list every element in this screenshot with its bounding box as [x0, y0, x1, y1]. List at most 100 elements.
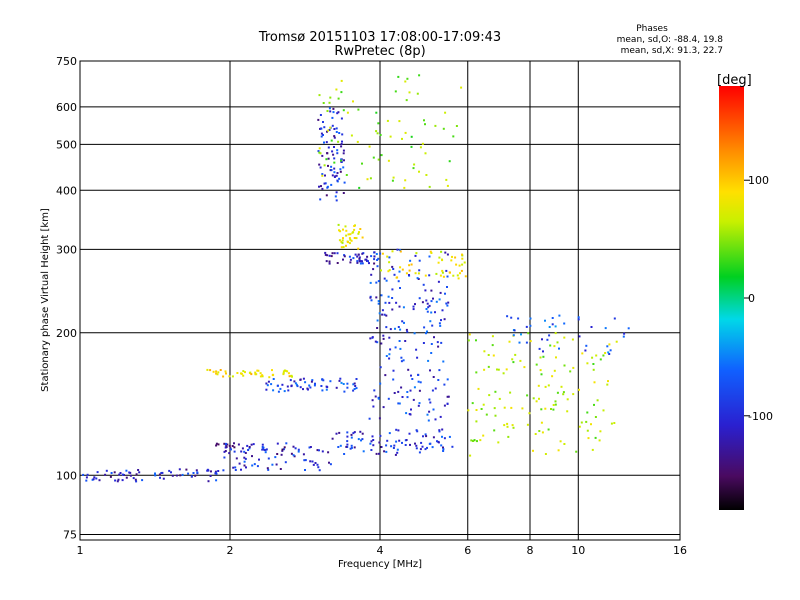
colorbar-ticks: 100 0 -100 — [744, 174, 773, 423]
data-point — [429, 401, 432, 404]
data-point — [445, 269, 448, 272]
data-point — [558, 347, 560, 350]
data-point — [338, 229, 340, 232]
data-point — [342, 166, 345, 169]
data-point — [154, 472, 156, 475]
data-point — [257, 369, 260, 372]
data-point — [338, 132, 341, 134]
data-point — [424, 274, 427, 277]
data-point — [369, 442, 372, 445]
data-point — [426, 330, 428, 333]
data-point — [510, 406, 513, 409]
data-point — [556, 341, 559, 344]
data-point — [373, 251, 376, 254]
data-point — [376, 319, 379, 322]
data-point — [343, 390, 346, 393]
data-point — [417, 272, 420, 275]
data-point — [266, 384, 269, 387]
data-point — [608, 343, 611, 346]
colorbar-unit-label: [deg] — [717, 73, 752, 88]
data-point — [375, 281, 378, 284]
data-point — [233, 442, 235, 445]
data-point — [224, 446, 227, 449]
data-point — [333, 128, 336, 130]
data-point — [572, 393, 575, 396]
data-point — [337, 223, 340, 226]
data-point — [327, 451, 330, 454]
data-point — [256, 369, 259, 372]
data-point — [399, 287, 401, 289]
data-point — [228, 375, 231, 378]
data-point — [356, 255, 359, 258]
data-point — [261, 375, 264, 378]
data-point — [321, 450, 324, 453]
data-point — [391, 308, 394, 311]
data-point — [358, 231, 360, 234]
data-point — [330, 169, 333, 172]
data-point — [463, 261, 466, 264]
data-point — [521, 407, 524, 410]
data-point — [526, 423, 529, 426]
data-point — [430, 311, 433, 314]
data-point — [410, 135, 413, 138]
data-point — [388, 336, 391, 339]
data-point — [343, 181, 346, 184]
data-point — [506, 315, 509, 318]
data-point — [408, 432, 411, 435]
data-point — [171, 474, 174, 477]
data-point — [562, 393, 565, 396]
data-point — [353, 388, 356, 390]
data-point — [138, 471, 141, 474]
data-point — [355, 387, 358, 390]
data-point — [323, 164, 326, 167]
data-point — [387, 270, 390, 273]
data-point — [348, 242, 351, 245]
data-point — [320, 132, 323, 135]
data-point — [371, 435, 374, 438]
data-point — [534, 433, 537, 435]
data-point — [528, 412, 531, 415]
data-point — [240, 372, 242, 375]
data-point — [340, 158, 343, 161]
data-point — [339, 377, 342, 380]
data-point — [459, 272, 461, 275]
data-point — [575, 450, 578, 453]
data-point — [340, 117, 343, 120]
data-point — [482, 434, 485, 437]
data-point — [333, 167, 336, 170]
data-point — [335, 127, 338, 130]
data-point — [497, 368, 500, 371]
data-point — [602, 409, 605, 412]
data-point — [418, 297, 421, 300]
data-point — [550, 408, 552, 410]
data-point — [276, 442, 279, 445]
data-point — [194, 474, 197, 477]
data-point — [388, 432, 391, 435]
data-point — [409, 259, 412, 262]
data-point — [438, 430, 441, 433]
data-point — [380, 154, 383, 157]
data-point — [369, 177, 372, 180]
data-point — [337, 140, 340, 143]
data-point — [243, 450, 246, 453]
data-point — [525, 325, 528, 328]
data-point — [381, 309, 384, 312]
data-point — [422, 435, 424, 438]
data-point — [337, 97, 340, 100]
data-point — [369, 281, 372, 284]
data-point — [375, 130, 378, 133]
data-point — [503, 406, 506, 409]
data-point — [279, 468, 282, 470]
data-points — [82, 74, 630, 483]
data-point — [321, 187, 324, 190]
data-point — [446, 395, 449, 398]
data-point — [431, 324, 434, 327]
data-point — [329, 126, 332, 129]
data-point — [391, 288, 394, 291]
data-point — [591, 448, 594, 451]
data-point — [357, 232, 360, 235]
data-point — [348, 237, 351, 240]
data-point — [549, 344, 552, 347]
data-point — [539, 369, 542, 372]
data-point — [266, 467, 269, 470]
